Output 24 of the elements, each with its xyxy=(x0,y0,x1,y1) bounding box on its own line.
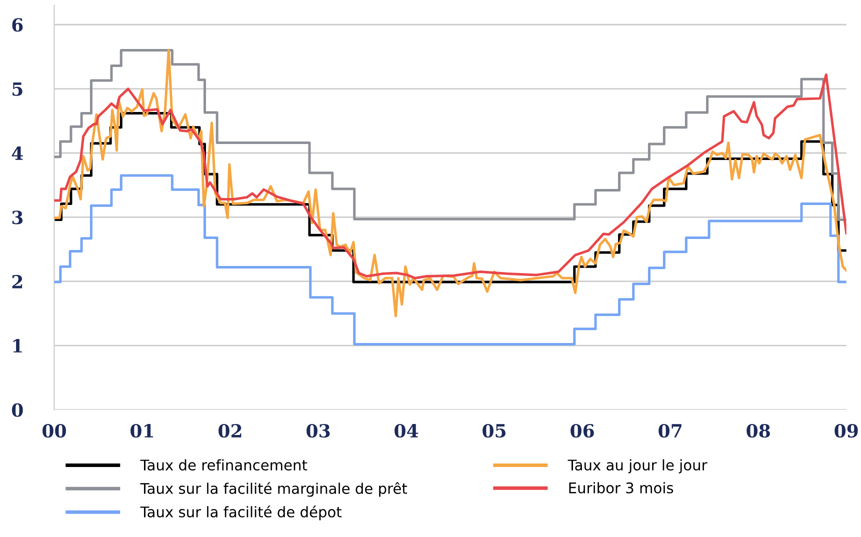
x-tick-label: 00 xyxy=(42,424,66,438)
line-series xyxy=(54,73,846,280)
legend-label: Euribor 3 mois xyxy=(569,482,674,494)
x-tick-label: 09 xyxy=(834,424,858,438)
legend-label: Taux sur la facilité de dépot xyxy=(140,506,342,520)
x-tick-label: 02 xyxy=(218,424,242,438)
y-tick-label: 3 xyxy=(12,210,23,224)
x-tick-label: 04 xyxy=(394,424,418,438)
y-tick-label: 5 xyxy=(12,82,22,96)
y-tick-label: 4 xyxy=(12,146,23,160)
legend-label: Taux sur la facilité marginale de prêt xyxy=(140,482,408,497)
line-series xyxy=(54,49,846,318)
x-tick-label: 03 xyxy=(306,424,330,438)
x-tick-label: 08 xyxy=(746,424,770,438)
y-tick-label: 2 xyxy=(12,274,22,288)
legend-label: Taux au jour le jour xyxy=(568,459,708,474)
legend-label: Taux de refinancement xyxy=(140,459,308,471)
y-tick-label: 6 xyxy=(12,18,23,32)
x-tick-label: 05 xyxy=(482,424,506,438)
x-tick-label: 06 xyxy=(570,424,594,438)
y-tick-label: 1 xyxy=(13,339,22,352)
x-tick-label: 07 xyxy=(658,424,682,438)
x-tick-label: 01 xyxy=(130,424,154,438)
y-tick-label: 0 xyxy=(12,403,23,417)
